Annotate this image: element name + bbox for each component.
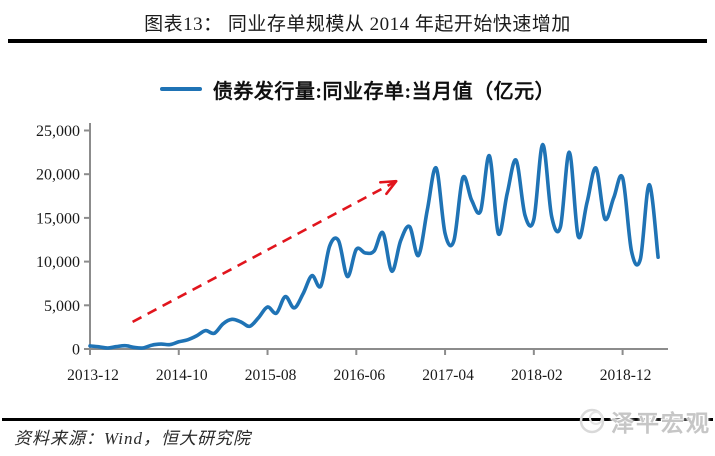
- x-tick-label: 2018-02: [511, 367, 563, 384]
- y-tick-label: 15,000: [36, 210, 80, 227]
- x-tick-label: 2016-06: [333, 367, 385, 384]
- page-title: 图表13： 同业存单规模从 2014 年起开始快速增加: [144, 14, 571, 35]
- y-tick-label: 25,000: [36, 123, 80, 140]
- legend-line-swatch: [159, 87, 202, 91]
- x-tick-label: 2014-10: [156, 367, 208, 384]
- source-text: 资料来源：Wind，恒大研究院: [14, 429, 251, 448]
- logo-circle-icon: [579, 408, 605, 434]
- brand-logo: 泽平宏观: [577, 402, 711, 440]
- source-rule: [2, 418, 713, 421]
- y-tick-label: 20,000: [36, 167, 80, 184]
- logo-text: 泽平宏观: [611, 411, 711, 436]
- y-tick-label: 0: [72, 342, 80, 359]
- data-line: [88, 142, 660, 350]
- x-tick-label: 2018-12: [600, 367, 652, 384]
- x-tick-label: 2017-04: [422, 367, 474, 384]
- x-tick-label: 2013-12: [67, 367, 119, 384]
- y-tick-label: 5,000: [44, 298, 80, 315]
- chart-svg: 0 5,000 10,000 15,000 20,000 25,000 2013-12 201…: [36, 123, 668, 384]
- y-tick-label: 10,000: [36, 254, 80, 271]
- title-rule: [8, 39, 707, 43]
- legend: 债券发行量:同业存单:当月值（亿元）: [0, 76, 715, 103]
- legend-label: 债券发行量:同业存单:当月值（亿元）: [212, 80, 556, 103]
- trend-arrow-head: [379, 179, 398, 196]
- x-tick-label: 2015-08: [245, 367, 297, 384]
